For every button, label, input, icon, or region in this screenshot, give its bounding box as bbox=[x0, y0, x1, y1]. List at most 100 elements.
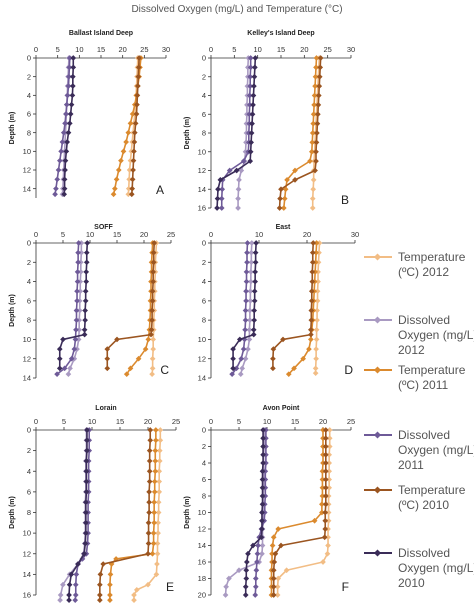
data-point bbox=[274, 583, 281, 590]
x-tick-label: 15 bbox=[277, 45, 285, 54]
series-do2012 bbox=[237, 240, 255, 377]
data-point bbox=[280, 205, 287, 211]
data-point bbox=[112, 185, 118, 192]
y-tick-label: 8 bbox=[27, 508, 31, 517]
data-point bbox=[107, 592, 113, 598]
legend-swatch-marker bbox=[373, 316, 382, 324]
y-tick-label: 0 bbox=[27, 239, 31, 248]
data-point bbox=[312, 269, 318, 275]
data-point bbox=[322, 526, 329, 532]
data-point bbox=[150, 259, 157, 266]
data-point bbox=[67, 365, 73, 372]
data-point bbox=[322, 509, 329, 516]
series-do2012 bbox=[57, 427, 90, 603]
data-point bbox=[247, 64, 254, 71]
data-point bbox=[82, 298, 89, 304]
data-point bbox=[247, 288, 254, 295]
data-point bbox=[309, 249, 316, 256]
data-point bbox=[314, 288, 321, 295]
data-point bbox=[130, 167, 136, 173]
y-axis-label: Depth (m) bbox=[9, 294, 16, 327]
data-point bbox=[247, 317, 253, 323]
data-point bbox=[326, 460, 332, 466]
y-tick-label: 12 bbox=[23, 354, 31, 363]
data-point bbox=[84, 240, 91, 246]
data-point bbox=[97, 581, 103, 588]
data-point bbox=[322, 460, 329, 466]
series-line bbox=[63, 58, 75, 195]
data-point bbox=[131, 129, 138, 136]
y-tick-label: 10 bbox=[23, 147, 31, 156]
data-point bbox=[321, 534, 328, 541]
data-point bbox=[75, 561, 81, 567]
data-point bbox=[153, 437, 159, 444]
y-axis-label: Depth (m) bbox=[9, 496, 16, 529]
data-point bbox=[244, 240, 251, 246]
data-point bbox=[250, 102, 256, 108]
data-point bbox=[230, 355, 236, 362]
data-point bbox=[130, 157, 137, 164]
data-point bbox=[81, 326, 88, 333]
data-point bbox=[310, 177, 317, 183]
data-point bbox=[284, 177, 290, 183]
data-point bbox=[131, 597, 137, 603]
data-point bbox=[308, 307, 315, 314]
data-point bbox=[315, 259, 322, 266]
data-point bbox=[322, 468, 329, 475]
data-point bbox=[120, 148, 127, 155]
data-point bbox=[308, 336, 314, 343]
data-point bbox=[83, 249, 90, 256]
data-point bbox=[259, 468, 266, 475]
data-point bbox=[226, 167, 233, 174]
data-point bbox=[83, 519, 89, 526]
y-tick-label: 2 bbox=[27, 258, 31, 267]
data-point bbox=[245, 550, 251, 557]
y-tick-label: 2 bbox=[27, 72, 31, 81]
data-point bbox=[149, 355, 156, 362]
data-point bbox=[70, 55, 77, 61]
y-tick-label: 6 bbox=[27, 110, 31, 119]
data-point bbox=[84, 437, 90, 444]
data-point bbox=[316, 73, 323, 80]
data-point bbox=[146, 447, 153, 454]
data-point bbox=[246, 111, 253, 118]
series-temp2012 bbox=[312, 240, 323, 377]
data-point bbox=[74, 269, 81, 275]
data-point bbox=[322, 476, 329, 483]
data-point bbox=[145, 540, 152, 547]
data-point bbox=[218, 205, 225, 211]
data-point bbox=[309, 269, 316, 275]
data-point bbox=[252, 592, 259, 598]
y-tick-label: 14 bbox=[198, 541, 206, 550]
data-point bbox=[283, 567, 290, 574]
legend-label: (ºC) 2012 bbox=[398, 265, 449, 279]
series-temp2012 bbox=[131, 427, 164, 603]
data-point bbox=[83, 458, 90, 464]
data-point bbox=[322, 501, 329, 508]
data-point bbox=[84, 447, 90, 454]
data-point bbox=[319, 509, 325, 516]
data-point bbox=[70, 64, 77, 71]
data-point bbox=[242, 355, 249, 362]
x-tick-label: 5 bbox=[232, 45, 236, 54]
data-point bbox=[150, 530, 157, 536]
data-point bbox=[150, 540, 157, 547]
data-point bbox=[276, 205, 283, 211]
data-point bbox=[259, 542, 266, 549]
y-tick-label: 20 bbox=[198, 591, 206, 600]
data-point bbox=[322, 451, 329, 458]
y-tick-label: 6 bbox=[27, 296, 31, 305]
data-point bbox=[242, 583, 249, 590]
data-point bbox=[270, 365, 276, 372]
x-tick-label: 20 bbox=[300, 45, 308, 54]
x-tick-label: 25 bbox=[172, 417, 180, 426]
data-point bbox=[248, 249, 255, 256]
data-point bbox=[313, 336, 320, 343]
data-point bbox=[252, 64, 258, 71]
y-tick-label: 12 bbox=[198, 354, 206, 363]
legend-swatch-marker bbox=[373, 431, 382, 439]
data-point bbox=[326, 451, 332, 458]
legend-label: Oxygen (mg/L) bbox=[398, 561, 474, 575]
